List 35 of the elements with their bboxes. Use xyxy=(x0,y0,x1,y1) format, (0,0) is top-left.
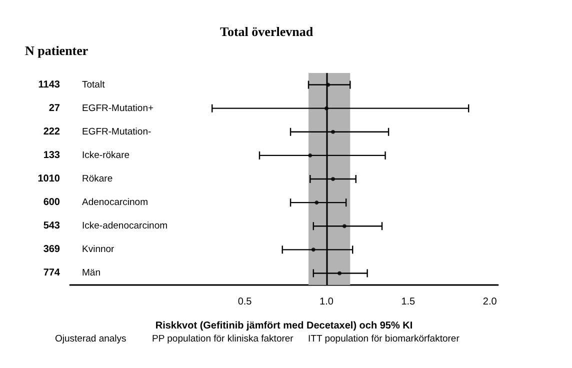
point xyxy=(331,177,336,181)
chart-title: Total överlevnad xyxy=(220,24,314,39)
y-tick-label: Män xyxy=(82,268,100,279)
y-tick-label: EGFR-Mutation- xyxy=(82,126,152,138)
x-tick-label: 2.0 xyxy=(482,296,498,308)
text: 369 xyxy=(43,244,60,256)
text: 222 xyxy=(43,126,60,138)
point xyxy=(338,271,342,276)
point xyxy=(331,130,336,134)
x-axis-title: Riskkvot (Gefitinib jämfört med Decetaxel) och 95% KI xyxy=(155,320,413,332)
point xyxy=(314,200,319,205)
y-tick-label: EGFR-Mutation+ xyxy=(82,102,154,114)
text: Ojusterad analys xyxy=(55,334,127,344)
x-tick-label: 1.0 xyxy=(320,296,334,308)
x-tick-label: 1.5 xyxy=(401,296,416,308)
y-tick-label: Totalt xyxy=(82,79,106,90)
y-tick-label: Adenocarcinom xyxy=(82,197,148,208)
text: N patienter xyxy=(25,43,88,58)
text: 774 xyxy=(43,268,60,279)
y-tick-label: Rökare xyxy=(82,174,113,184)
text: ITT population för biomarkörfaktorer xyxy=(308,334,460,344)
y-tick-label: Icke-rökare xyxy=(82,150,130,161)
point xyxy=(342,224,346,228)
text: PP population för kliniska faktorer xyxy=(152,334,294,344)
text: 27 xyxy=(48,102,60,114)
text: 1010 xyxy=(38,174,60,184)
y-tick-label: Kvinnor xyxy=(82,244,114,256)
text: 1143 xyxy=(38,79,60,90)
text: 600 xyxy=(43,197,60,208)
text: 133 xyxy=(43,150,60,161)
text: 543 xyxy=(43,220,60,232)
y-tick-label: Icke-adenocarcinom xyxy=(82,220,168,232)
x-tick-label: 0.5 xyxy=(238,296,252,308)
point xyxy=(308,153,312,158)
point xyxy=(311,248,316,252)
